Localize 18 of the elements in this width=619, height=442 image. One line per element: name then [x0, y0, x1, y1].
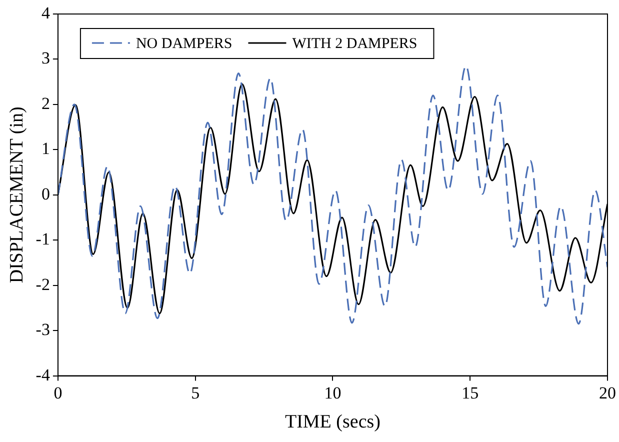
y-tick-label: -4: [36, 365, 50, 384]
y-tick-label: 1: [41, 139, 50, 158]
y-tick-label: 0: [41, 184, 50, 204]
x-tick-label: 20: [599, 383, 616, 402]
x-axis-title: TIME (secs): [284, 412, 380, 433]
legend-label: NO DAMPERS: [136, 36, 232, 52]
x-tick-label: 10: [324, 383, 342, 402]
legend-label: WITH 2 DAMPERS: [292, 36, 418, 52]
x-tick-label: 15: [462, 383, 479, 402]
y-tick-label: 2: [41, 94, 50, 113]
y-axis-title: DISPLACEMENT (in): [6, 106, 28, 284]
y-tick-label: -1: [36, 230, 50, 249]
y-tick-label: -2: [36, 274, 50, 294]
x-tick-label: 5: [191, 383, 200, 402]
y-tick-label: -3: [36, 320, 50, 340]
y-tick-label: 4: [41, 3, 50, 22]
y-tick-label: 3: [41, 48, 50, 68]
x-tick-label: 0: [54, 383, 62, 402]
